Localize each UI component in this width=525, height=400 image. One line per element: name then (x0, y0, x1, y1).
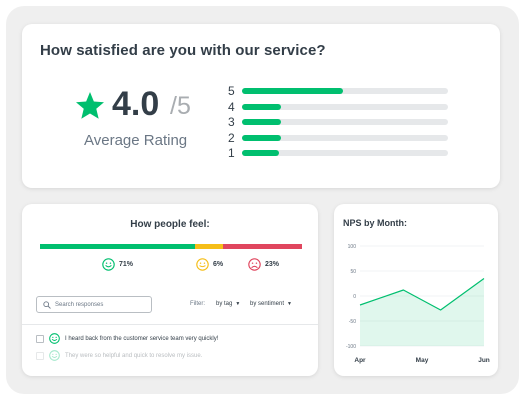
divider (22, 324, 318, 325)
search-icon (43, 300, 51, 309)
chart-title: NPS by Month: (343, 218, 407, 228)
sentiment-neutral-percent: 6% (213, 261, 224, 268)
rating-bar-track (242, 88, 448, 94)
sentiment-positive[interactable]: 71% (102, 258, 133, 271)
nps-chart: 100 50 0 -50 -100 Apr May Jun (346, 244, 490, 364)
response-checkbox[interactable] (36, 334, 44, 343)
rating-bar-fill (242, 150, 280, 156)
x-tick-label: Apr (354, 357, 366, 364)
x-tick-label: Jun (478, 357, 490, 364)
smile-face-icon (49, 333, 60, 344)
filter-sentiment-dropdown[interactable]: by sentiment ▼ (250, 301, 292, 307)
rating-bar-fill (242, 119, 282, 125)
y-tick-label: -100 (346, 344, 356, 350)
frown-face-icon (248, 258, 261, 271)
smile-face-icon (49, 350, 60, 361)
response-checkbox[interactable] (36, 351, 44, 360)
neutral-face-icon (196, 258, 209, 271)
chevron-down-icon: ▼ (287, 301, 292, 307)
rating-bar-fill (242, 134, 282, 141)
search-input[interactable]: Search responses (36, 296, 152, 313)
rating-bar-fill (242, 103, 282, 110)
response-text: They were so helpful and quick to resolv… (65, 352, 203, 359)
rating-bar-track (242, 150, 448, 156)
smile-face-icon (102, 258, 115, 271)
rating-bar-track (242, 103, 448, 110)
rating-label: 5 (228, 84, 235, 98)
nps-area (360, 278, 484, 346)
y-tick-label: -50 (349, 319, 356, 325)
rating-row: 4 (228, 100, 458, 116)
rating-card: How satisfied are you with our service? … (22, 24, 500, 188)
sentiment-bar (40, 244, 302, 249)
question-title: How satisfied are you with our service? (40, 42, 326, 59)
filter-label: Filter: (190, 301, 205, 307)
y-tick-label: 100 (348, 244, 357, 250)
rating-bar-track (242, 134, 448, 141)
nps-card: NPS by Month: 100 50 0 -50 -100 Apr May Jun (334, 204, 498, 376)
rating-row: 3 (228, 115, 458, 131)
response-item[interactable]: I heard back from the customer service t… (36, 333, 218, 344)
sentiment-segment-neutral (194, 244, 224, 249)
rating-label: 1 (228, 146, 235, 160)
sentiment-positive-percent: 71% (119, 261, 134, 268)
sentiment-title: How people feel: (130, 219, 210, 230)
rating-row: 5 (228, 84, 458, 100)
rating-bar-track (242, 119, 448, 125)
response-text: I heard back from the customer service t… (65, 335, 219, 342)
y-tick-label: 50 (350, 269, 356, 275)
rating-label: 3 (228, 115, 235, 129)
rating-distribution: 5 4 3 2 1 (228, 84, 458, 162)
sentiment-card: How people feel: 71% 6% 23% (22, 204, 318, 376)
sentiment-segment-negative (223, 244, 302, 249)
search-placeholder: Search responses (55, 301, 104, 308)
rating-row: 2 (228, 131, 458, 147)
y-tick-label: 0 (353, 294, 356, 300)
sentiment-negative-percent: 23% (265, 261, 280, 268)
filter-tag-label: by tag (216, 301, 233, 307)
star-icon (76, 92, 104, 119)
average-score: 4.0 (112, 85, 160, 123)
sentiment-segment-positive (40, 244, 195, 249)
sentiment-neutral[interactable]: 6% (196, 258, 223, 271)
average-rating-label: Average Rating (84, 132, 188, 149)
rating-row: 1 (228, 146, 458, 162)
rating-label: 4 (228, 99, 235, 114)
response-item[interactable]: They were so helpful and quick to resolv… (36, 350, 202, 361)
rating-bar-fill (242, 88, 343, 94)
nps-line (359, 278, 485, 311)
filter-tag-dropdown[interactable]: by tag ▼ (216, 301, 240, 307)
filter-sentiment-label: by sentiment (250, 301, 285, 307)
sentiment-negative[interactable]: 23% (248, 258, 279, 271)
score-max: /5 (170, 92, 191, 120)
x-tick-label: May (416, 357, 429, 364)
rating-label: 2 (228, 130, 235, 145)
chevron-down-icon: ▼ (235, 301, 241, 307)
